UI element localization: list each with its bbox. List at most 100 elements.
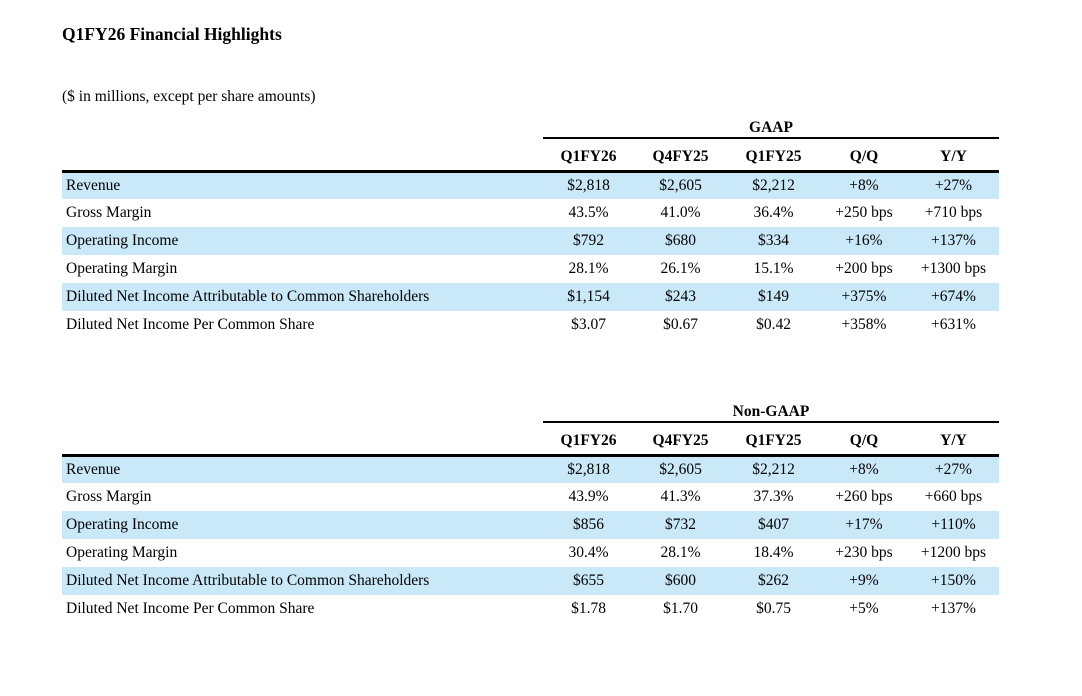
cell-value: +27% [934, 460, 973, 478]
row-label: Operating Margin [66, 260, 178, 277]
cell-value: $2,605 [659, 460, 702, 478]
cell-value: $792 [573, 232, 604, 249]
cell-value: $732 [665, 516, 696, 533]
group-row-spacer [62, 115, 543, 138]
row-label: Operating Margin [66, 544, 178, 561]
table-row: Revenue $2,818 $2,605 $2,212 +8% +27% [62, 171, 1000, 199]
cell-value: +710 bps [924, 204, 983, 221]
cell-value: $600 [665, 572, 696, 589]
cell-value: $2,212 [752, 176, 795, 194]
cell-value: 37.3% [753, 488, 794, 505]
cell-value: +150% [931, 572, 976, 589]
cell-value: +260 bps [835, 488, 893, 505]
cell-value: +17% [845, 516, 883, 533]
cell-value: +137% [931, 600, 976, 617]
cell-value: $1.70 [663, 600, 698, 617]
cell-value: +137% [931, 232, 976, 249]
row-label: Diluted Net Income Per Common Share [66, 316, 315, 333]
cell-value: +660 bps [924, 488, 983, 505]
non-gaap-group-row: Non-GAAP [62, 399, 999, 423]
table-row: Operating Margin 30.4% 28.1% 18.4% +230 … [62, 539, 999, 567]
cell-value: +110% [931, 516, 976, 533]
row-label: Gross Margin [66, 204, 152, 221]
cell-value: $2,212 [752, 460, 795, 478]
row-label: Diluted Net Income Attributable to Commo… [66, 572, 430, 589]
table-row: Revenue $2,818 $2,605 $2,212 +8% +27% [62, 455, 999, 483]
column-header-yoy: Y/Y [908, 138, 1000, 173]
cell-value: +16% [845, 232, 883, 249]
cell-value: $2,605 [659, 176, 702, 194]
header-row-spacer [62, 138, 543, 173]
table-row: Diluted Net Income Per Common Share $1.7… [62, 595, 999, 623]
cell-value: $1,154 [567, 288, 610, 305]
cell-value: 28.1% [568, 260, 609, 277]
row-label: Diluted Net Income Attributable to Commo… [66, 288, 430, 305]
cell-value: 26.1% [660, 260, 701, 277]
cell-value: $334 [758, 232, 789, 249]
non-gaap-header-row: Q1FY26 Q4FY25 Q1FY25 Q/Q Y/Y [62, 422, 999, 457]
row-label: Operating Income [66, 516, 179, 533]
non-gaap-group-label: Non-GAAP [543, 399, 999, 423]
cell-value: 43.9% [568, 488, 609, 505]
row-label: Gross Margin [66, 488, 152, 505]
gaap-group-label: GAAP [543, 115, 1000, 139]
cell-value: +200 bps [835, 260, 893, 277]
cell-value: $2,818 [567, 460, 610, 478]
column-header-qoq: Q/Q [820, 422, 908, 457]
cell-value: $680 [665, 232, 696, 249]
cell-value: $262 [758, 572, 789, 589]
page-subtitle: ($ in millions, except per share amounts… [62, 88, 316, 105]
header-row-spacer [62, 422, 543, 457]
table-row: Operating Margin 28.1% 26.1% 15.1% +200 … [62, 255, 999, 283]
cell-value: $2,818 [567, 176, 610, 194]
column-header-q1fy25: Q1FY25 [727, 422, 820, 457]
table-row: Gross Margin 43.9% 41.3% 37.3% +260 bps … [62, 483, 999, 511]
cell-value: $407 [758, 516, 789, 533]
gaap-header-row: Q1FY26 Q4FY25 Q1FY25 Q/Q Y/Y [62, 138, 1000, 173]
column-header-q1fy25: Q1FY25 [727, 138, 820, 173]
column-header-yoy: Y/Y [908, 422, 999, 457]
cell-value: +230 bps [835, 544, 893, 561]
cell-value: 28.1% [660, 544, 701, 561]
cell-value: $0.42 [756, 316, 791, 333]
cell-value: 36.4% [753, 204, 794, 221]
cell-value: 43.5% [568, 204, 609, 221]
gaap-table-body: Revenue $2,818 $2,605 $2,212 +8% +27% Gr… [62, 171, 1000, 339]
column-header-qoq: Q/Q [820, 138, 908, 173]
row-label: Revenue [66, 460, 121, 478]
cell-value: +5% [849, 600, 879, 617]
cell-value: $149 [758, 288, 789, 305]
column-header-q4fy25: Q4FY25 [634, 138, 727, 173]
column-header-q1fy26: Q1FY26 [543, 138, 634, 173]
cell-value: 41.0% [660, 204, 701, 221]
gaap-table: GAAP Q1FY26 Q4FY25 Q1FY25 Q/Q Y/Y Revenu… [62, 115, 1000, 339]
cell-value: +1300 bps [920, 260, 987, 277]
row-label: Revenue [66, 176, 121, 194]
table-row: Operating Income $856 $732 $407 +17% +11… [62, 511, 999, 539]
table-row: Diluted Net Income Per Common Share $3.0… [62, 311, 999, 339]
cell-value: $1.78 [571, 600, 606, 617]
cell-value: +9% [849, 572, 879, 589]
cell-value: 41.3% [660, 488, 701, 505]
cell-value: 15.1% [753, 260, 794, 277]
cell-value: $243 [665, 288, 696, 305]
cell-value: +631% [931, 316, 976, 333]
group-row-spacer [62, 399, 543, 422]
cell-value: +358% [841, 316, 887, 333]
cell-value: 18.4% [753, 544, 794, 561]
table-row: Operating Income $792 $680 $334 +16% +13… [62, 227, 1000, 255]
cell-value: +375% [841, 288, 887, 305]
non-gaap-table: Non-GAAP Q1FY26 Q4FY25 Q1FY25 Q/Q Y/Y Re… [62, 399, 999, 623]
row-label: Operating Income [66, 232, 179, 249]
cell-value: $856 [573, 516, 604, 533]
column-header-q1fy26: Q1FY26 [543, 422, 634, 457]
table-row: Diluted Net Income Attributable to Commo… [62, 283, 1000, 311]
table-row: Diluted Net Income Attributable to Commo… [62, 567, 999, 595]
column-header-q4fy25: Q4FY25 [634, 422, 727, 457]
cell-value: $0.75 [756, 600, 791, 617]
table-row: Gross Margin 43.5% 41.0% 36.4% +250 bps … [62, 199, 999, 227]
cell-value: $655 [573, 572, 604, 589]
non-gaap-table-body: Revenue $2,818 $2,605 $2,212 +8% +27% Gr… [62, 455, 999, 623]
cell-value: +250 bps [835, 204, 893, 221]
